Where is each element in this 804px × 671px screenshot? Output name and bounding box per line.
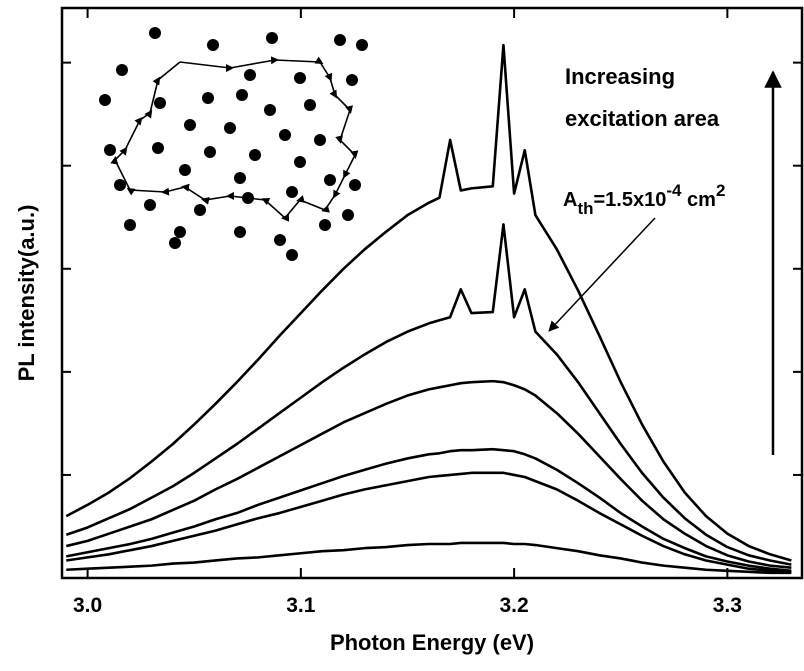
- inset-dot: [334, 34, 346, 46]
- inset-dot: [294, 72, 306, 84]
- inset-dot: [124, 219, 136, 231]
- inset-dot: [202, 92, 214, 104]
- inset-dot: [234, 226, 246, 238]
- spectrum-line: [66, 541, 792, 575]
- inset-dot: [356, 39, 368, 51]
- inset-dot: [104, 144, 116, 156]
- inset-dot: [349, 179, 361, 191]
- plot-area: [62, 8, 802, 578]
- inset-dot: [174, 226, 186, 238]
- inset-dot: [152, 142, 164, 154]
- inset-dot: [99, 94, 111, 106]
- plot-frame: [60, 6, 804, 580]
- x-tick-label: 3.0: [73, 594, 102, 617]
- inset-dot: [249, 149, 261, 161]
- inset-dot: [279, 129, 291, 141]
- threshold-part: th: [577, 199, 593, 218]
- inset-dot: [346, 74, 358, 86]
- x-tick-label: 3.3: [713, 594, 742, 617]
- threshold-part: -4: [666, 181, 682, 200]
- spectrum-line: [65, 379, 792, 569]
- threshold-part: A: [563, 189, 577, 211]
- inset-dot: [204, 146, 216, 158]
- inset-dot: [236, 89, 248, 101]
- inset-dot: [207, 39, 219, 51]
- inset-dot: [194, 204, 206, 216]
- spectrum-line: [65, 223, 792, 566]
- inset-dot: [286, 186, 298, 198]
- inset-dot: [294, 156, 306, 168]
- inset-dot: [184, 119, 196, 131]
- inset-dot: [304, 99, 316, 111]
- inset-dot: [179, 164, 191, 176]
- inset-dot: [114, 179, 126, 191]
- inset-dot: [149, 27, 161, 39]
- threshold-pointer: [548, 217, 656, 332]
- inset-dot: [154, 97, 166, 109]
- threshold-label: Ath=1.5x10-4 cm2: [563, 181, 725, 218]
- inset-dot: [116, 64, 128, 76]
- spectrum-line: [66, 447, 792, 573]
- inset-path: [110, 56, 359, 222]
- threshold-part: 2: [716, 181, 725, 200]
- inset-dot: [144, 199, 156, 211]
- inset-dot: [264, 104, 276, 116]
- annotation-text: Increasing: [565, 64, 675, 89]
- threshold-part: =1.5x10: [594, 189, 667, 211]
- inset-dot: [274, 234, 286, 246]
- annotation-text: excitation area: [565, 106, 720, 131]
- y-axis-title: PL intensity(a.u.): [14, 205, 39, 382]
- inset-dot: [319, 219, 331, 231]
- inset-dot: [234, 172, 246, 184]
- spectrum-line: [65, 43, 792, 562]
- inset-dot: [324, 174, 336, 186]
- threshold-part: cm: [681, 189, 715, 211]
- inset-diagram: [99, 27, 368, 261]
- inset-dot: [286, 249, 298, 261]
- spectrum-line: [66, 471, 792, 574]
- inset-dot: [244, 69, 256, 81]
- x-tick-label: 3.2: [500, 594, 529, 617]
- x-axis-title: Photon Energy (eV): [330, 630, 534, 655]
- x-tick-label: 3.1: [286, 594, 316, 617]
- inset-dot: [224, 122, 236, 134]
- inset-dot: [314, 134, 326, 146]
- inset-dot: [169, 237, 181, 249]
- inset-dot: [266, 32, 278, 44]
- inset-dot: [342, 209, 354, 221]
